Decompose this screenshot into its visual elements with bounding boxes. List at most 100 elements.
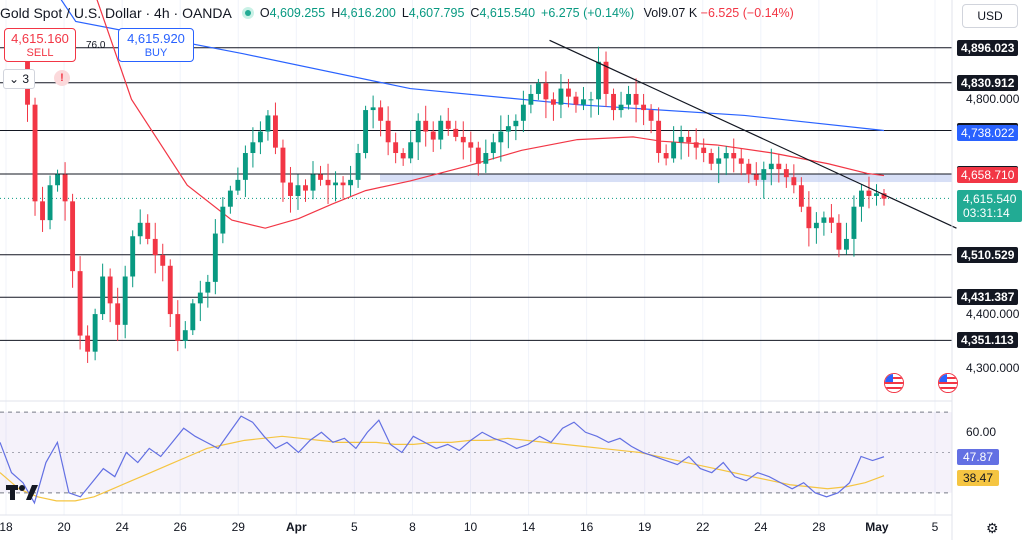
symbol-title[interactable]: Gold Spot / U.S. Dollar · 4h · OANDA	[0, 5, 232, 21]
low-value: 4,607.795	[408, 6, 465, 20]
candle	[573, 96, 579, 105]
candle	[603, 61, 609, 94]
sell-label: SELL	[26, 47, 54, 59]
last-price-value: 4,615.540	[963, 192, 1017, 207]
resistance-zone	[380, 174, 952, 183]
time-tick-label: 22	[696, 520, 710, 534]
us-flag-icon[interactable]	[884, 373, 904, 393]
candle	[438, 120, 444, 140]
candle	[866, 190, 872, 196]
ma-fast-line	[96, 0, 885, 229]
candle	[618, 104, 624, 111]
candle	[723, 153, 729, 159]
level-price-label: 4,510.529	[957, 246, 1019, 263]
time-tick-label: 10	[463, 520, 478, 534]
candle	[122, 276, 128, 325]
candle	[273, 115, 278, 148]
candle	[220, 206, 226, 234]
candle	[130, 236, 136, 277]
tradingview-logo[interactable]	[6, 483, 40, 506]
candle	[806, 206, 812, 229]
horizontal-levels[interactable]	[0, 47, 952, 341]
candle	[62, 174, 68, 202]
candle	[182, 330, 188, 341]
candle	[47, 185, 53, 221]
rsi-ma-line	[0, 435, 885, 502]
candle	[92, 314, 98, 352]
candle	[167, 265, 173, 315]
time-tick-label: 29	[231, 520, 245, 534]
candle	[40, 201, 45, 221]
candle	[152, 238, 158, 256]
candle	[881, 193, 887, 199]
indicators-toggle[interactable]: ⌄ 3	[3, 69, 36, 89]
trendline-line	[549, 39, 957, 229]
candle	[348, 179, 354, 186]
candle	[791, 177, 797, 186]
bar-countdown: 03:31:14	[963, 206, 1010, 221]
candle	[543, 83, 549, 100]
time-tick-label: 24	[754, 520, 768, 534]
candle	[355, 153, 361, 180]
candle	[212, 233, 218, 282]
candle	[460, 136, 466, 143]
us-flag-icon[interactable]	[938, 373, 958, 393]
candle	[746, 163, 752, 175]
chart-header: Gold Spot / U.S. Dollar · 4h · OANDA O4,…	[0, 3, 800, 23]
candle	[738, 158, 744, 164]
candle	[678, 136, 684, 143]
candle	[303, 185, 308, 191]
last-price-label: 4,615.540 03:31:14	[957, 190, 1023, 223]
candle	[483, 153, 489, 164]
time-tick-label: 28	[812, 520, 826, 534]
open-value: 4,609.255	[269, 6, 326, 20]
level-price-label: 4,431.387	[957, 289, 1019, 306]
time-tick-label: 5	[931, 520, 939, 534]
indicator-count: 3	[22, 72, 30, 86]
buy-label: BUY	[144, 47, 168, 59]
sell-button[interactable]: 4,615.160 SELL	[4, 28, 76, 62]
ma-slow-price-label: 4,738.022	[957, 124, 1019, 141]
candle	[400, 153, 406, 159]
sell-price: 4,615.160	[11, 31, 69, 46]
candle	[836, 222, 842, 250]
candle	[175, 314, 181, 341]
candle	[280, 147, 286, 183]
time-tick-label: May	[865, 520, 889, 534]
candle	[235, 179, 241, 191]
alert-icon[interactable]: !	[54, 70, 70, 86]
candle	[423, 120, 429, 132]
candle	[32, 104, 38, 202]
candle	[633, 93, 639, 105]
candle	[581, 99, 586, 105]
buy-button[interactable]: 4,615.920 BUY	[118, 28, 194, 62]
candle	[859, 190, 864, 207]
candle	[851, 206, 857, 239]
time-tick-label: 19	[638, 520, 652, 534]
candle	[558, 88, 564, 105]
candle	[190, 303, 196, 331]
candle	[430, 131, 436, 140]
trendline[interactable]	[549, 39, 957, 229]
rsi-ma-value-label: 38.47	[957, 469, 1000, 486]
volume-change: −6.525 (−0.14%)	[700, 6, 794, 20]
candle	[731, 153, 737, 159]
change-value: +6.275 (+0.14%)	[541, 6, 635, 20]
candle	[798, 185, 804, 207]
candle	[656, 120, 662, 154]
settings-gear-icon[interactable]: ⚙	[986, 520, 999, 536]
candle	[753, 174, 759, 180]
time-tick-label: 16	[579, 520, 594, 534]
currency-selector[interactable]: USD	[962, 4, 1018, 28]
candle	[55, 174, 61, 186]
ma-slow-line	[60, 0, 885, 132]
resistance-zone-rect	[380, 174, 952, 183]
time-tick-label: 24	[115, 520, 129, 534]
candle	[115, 303, 121, 325]
candle	[821, 217, 827, 223]
candle	[385, 120, 391, 143]
candle	[761, 169, 767, 180]
candle	[160, 255, 166, 266]
candle	[475, 147, 481, 164]
